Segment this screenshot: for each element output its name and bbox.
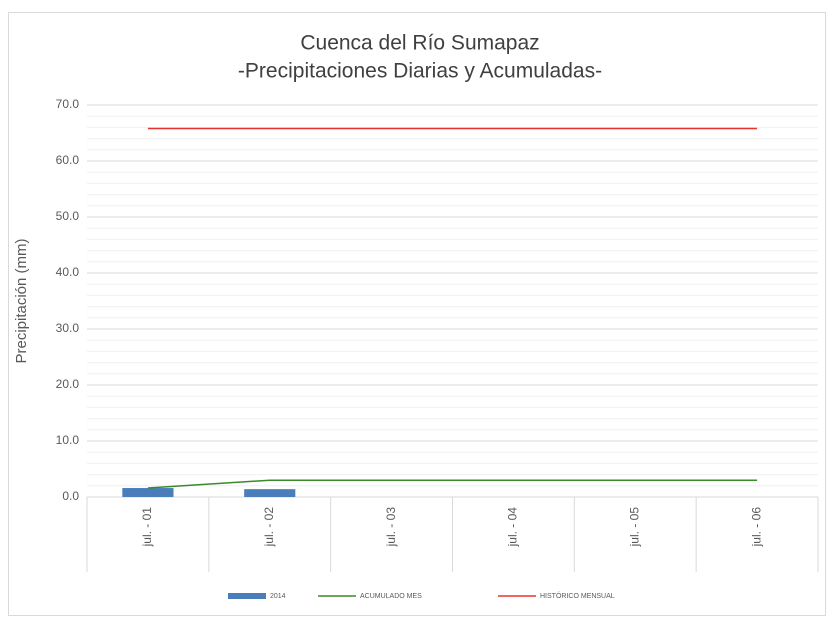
bar <box>244 489 296 497</box>
legend-label: ACUMULADO MES <box>360 593 422 600</box>
legend-label: 2014 <box>270 593 286 600</box>
y-axis-label: Precipitación (mm) <box>13 238 30 363</box>
chart-title: Cuenca del Río Sumapaz <box>300 32 539 55</box>
legend-swatch <box>228 593 266 599</box>
x-tick-label: jul. - 03 <box>384 507 398 548</box>
chart-frame <box>8 12 826 616</box>
y-tick-label: 0.0 <box>62 489 79 503</box>
y-tick-label: 10.0 <box>56 433 80 447</box>
x-tick-label: jul. - 06 <box>749 507 763 548</box>
chart-subtitle: -Precipitaciones Diarias y Acumuladas- <box>238 60 602 83</box>
x-tick-label: jul. - 05 <box>627 507 641 548</box>
y-tick-label: 60.0 <box>56 153 80 167</box>
bar <box>122 488 174 497</box>
y-tick-label: 40.0 <box>56 265 80 279</box>
line <box>147 479 758 489</box>
y-tick-label: 20.0 <box>56 377 80 391</box>
x-tick-label: jul. - 04 <box>506 507 520 548</box>
y-tick-label: 70.0 <box>56 97 80 111</box>
x-tick-label: jul. - 01 <box>140 507 154 548</box>
legend-label: HISTÓRICO MENSUAL <box>540 591 615 600</box>
y-tick-label: 50.0 <box>56 209 80 223</box>
x-tick-label: jul. - 02 <box>262 507 276 548</box>
y-tick-label: 30.0 <box>56 321 80 335</box>
